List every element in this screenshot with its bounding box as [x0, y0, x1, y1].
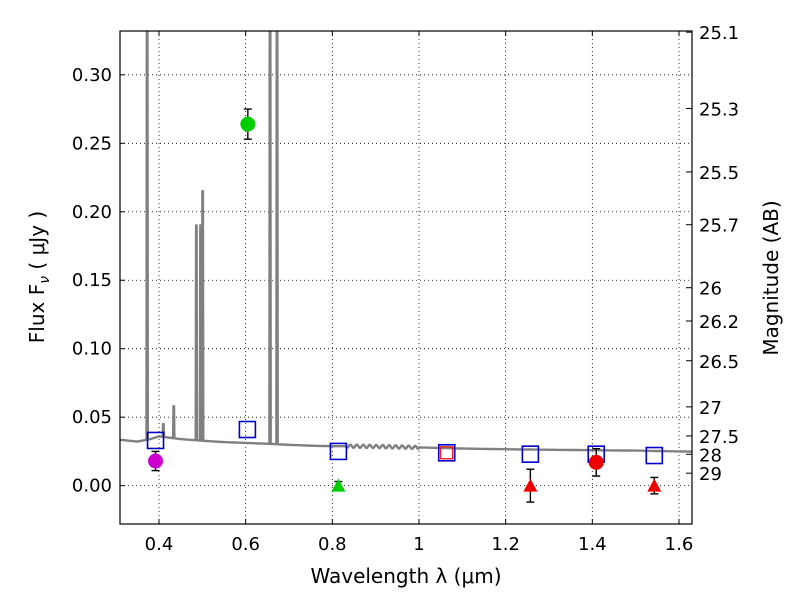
y-tick-label: 0.00: [72, 476, 112, 497]
model_photometry-point: [437, 443, 456, 462]
y-tick-label: 0.05: [72, 407, 112, 428]
y2-tick-label: 27.5: [699, 427, 739, 448]
y-axis-label-main: Flux F: [25, 284, 49, 343]
x-tick-label: 0.6: [231, 534, 260, 555]
upper_limit_red-point: [647, 478, 662, 492]
upper_limit_red-point: [523, 478, 538, 492]
y2-tick-label: 27: [699, 398, 722, 419]
x-tick-label: 0.4: [145, 534, 174, 555]
y-axis-label-subscript: ν: [37, 276, 53, 284]
detection_green-point: [240, 116, 256, 132]
x-tick-label: 1.4: [578, 534, 607, 555]
y2-tick-label: 29: [699, 464, 722, 485]
axis-ticks: 0.4 0.6 0.8 1 1.2 1.4 1.6 0.00 0.05 0.10 0.15 0.20 0…: [72, 23, 739, 555]
y2-tick-label: 25.1: [699, 23, 739, 44]
sed-spectrum: [120, 31, 692, 453]
x-axis-label: Wavelength λ (μm): [310, 564, 501, 588]
y2-tick-label: 26.5: [699, 352, 739, 373]
y-axis-label-unit: ( μJy ): [25, 211, 49, 276]
y-tick-label: 0.10: [72, 339, 112, 360]
y2-tick-label: 25.3: [699, 99, 739, 120]
detection_red-point: [588, 454, 604, 470]
y-tick-label: 0.20: [72, 202, 112, 223]
grid: [120, 31, 692, 524]
x-tick-label: 1.6: [665, 534, 694, 555]
y2-tick-label: 26.2: [699, 312, 739, 333]
y2-tick-label: 26: [699, 279, 722, 300]
y2-tick-label: 25.5: [699, 163, 739, 184]
data-markers: [146, 116, 664, 492]
upper_limit_green-point: [331, 478, 346, 492]
model_photometry-point: [645, 446, 664, 465]
y2-axis-label: Magnitude (AB): [759, 200, 783, 355]
sed-curve: [120, 31, 692, 453]
model_photometry-point: [521, 445, 540, 463]
x-tick-label: 1.2: [491, 534, 520, 555]
plot-frame: [119, 30, 693, 525]
y-axis-label: Flux Fν ( μJy ): [25, 211, 53, 343]
y2-tick-label: 25.7: [699, 216, 739, 237]
x-tick-label: 0.8: [318, 534, 347, 555]
model_photometry-point: [146, 431, 165, 450]
y-tick-label: 0.30: [72, 65, 112, 86]
y-tick-label: 0.25: [72, 133, 112, 154]
detection_magenta-point: [148, 453, 164, 469]
model_band_marker-point: [440, 446, 454, 460]
model_photometry-point: [329, 442, 348, 461]
y2-tick-label: 28: [699, 445, 722, 466]
y-tick-label: 0.15: [72, 270, 112, 291]
model_photometry-point: [238, 420, 257, 439]
x-tick-label: 1: [413, 534, 424, 555]
